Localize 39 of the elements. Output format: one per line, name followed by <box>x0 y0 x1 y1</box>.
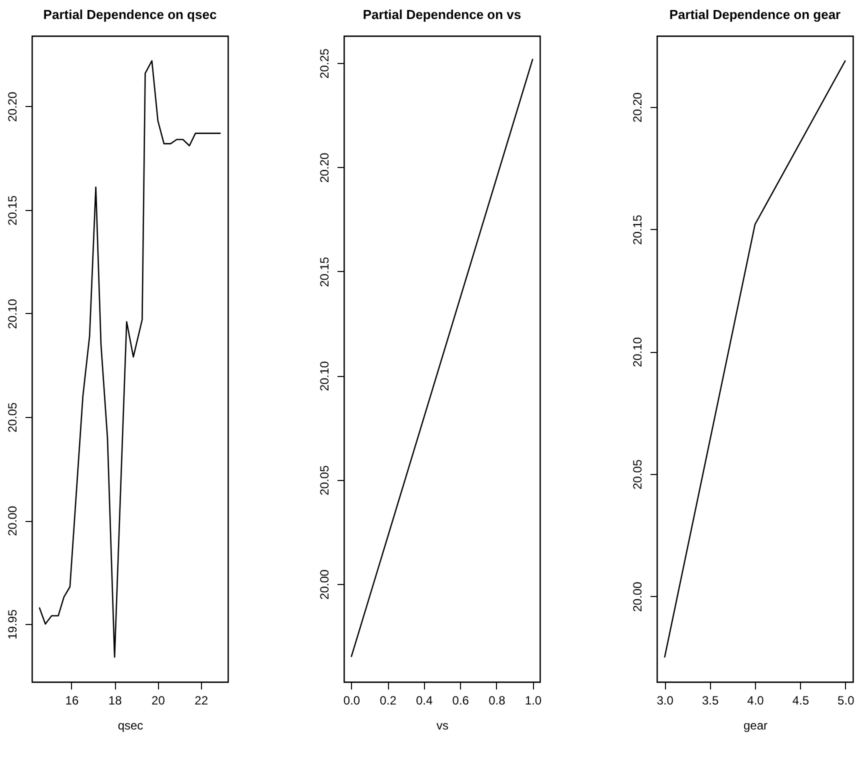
x-tick-label: 0.6 <box>452 694 470 708</box>
y-tick-label: 20.00 <box>6 506 20 536</box>
chart-title: Partial Dependence on gear <box>669 7 841 22</box>
x-tick-label: 22 <box>194 694 208 708</box>
y-tick-label: 20.20 <box>630 92 644 122</box>
x-axis-title: gear <box>743 718 768 732</box>
y-tick-label: 20.05 <box>630 459 644 490</box>
y-tick-label: 20.05 <box>6 402 20 432</box>
y-tick-label: 20.15 <box>6 195 20 226</box>
x-tick-label: 4.0 <box>747 694 764 708</box>
x-tick-label: 0.4 <box>416 694 434 708</box>
x-tick-label: 20 <box>152 694 166 708</box>
y-tick-label: 19.95 <box>6 609 20 640</box>
y-tick-label: 20.10 <box>6 298 20 329</box>
x-tick-label: 5.0 <box>838 694 855 708</box>
y-tick-label: 20.20 <box>318 152 332 183</box>
y-tick-label: 20.15 <box>318 256 332 287</box>
y-tick-label: 20.05 <box>318 465 332 496</box>
x-tick-label: 4.5 <box>792 694 810 708</box>
x-tick-label: 3.5 <box>702 694 719 708</box>
chart-title: Partial Dependence on qsec <box>43 7 217 22</box>
y-tick-label: 20.20 <box>6 92 20 122</box>
chart-title: Partial Dependence on vs <box>362 7 522 22</box>
x-axis-title: qsec <box>118 718 144 732</box>
x-tick-label: 1.0 <box>524 694 542 708</box>
y-tick-label: 20.00 <box>318 569 332 600</box>
y-tick-label: 20.00 <box>630 582 644 612</box>
y-tick-label: 20.25 <box>318 48 332 79</box>
line-series <box>38 60 222 658</box>
x-tick-label: 0.2 <box>380 694 397 708</box>
x-tick-label: 16 <box>65 694 79 708</box>
x-tick-label: 0.0 <box>343 694 360 708</box>
x-axis-title: vs <box>436 718 448 732</box>
y-tick-label: 20.15 <box>630 214 644 245</box>
x-tick-label: 3.0 <box>656 694 674 708</box>
x-tick-label: 0.8 <box>488 694 506 708</box>
y-tick-label: 20.10 <box>630 336 644 368</box>
x-tick-label: 18 <box>108 694 122 708</box>
y-tick-label: 20.10 <box>318 360 332 392</box>
